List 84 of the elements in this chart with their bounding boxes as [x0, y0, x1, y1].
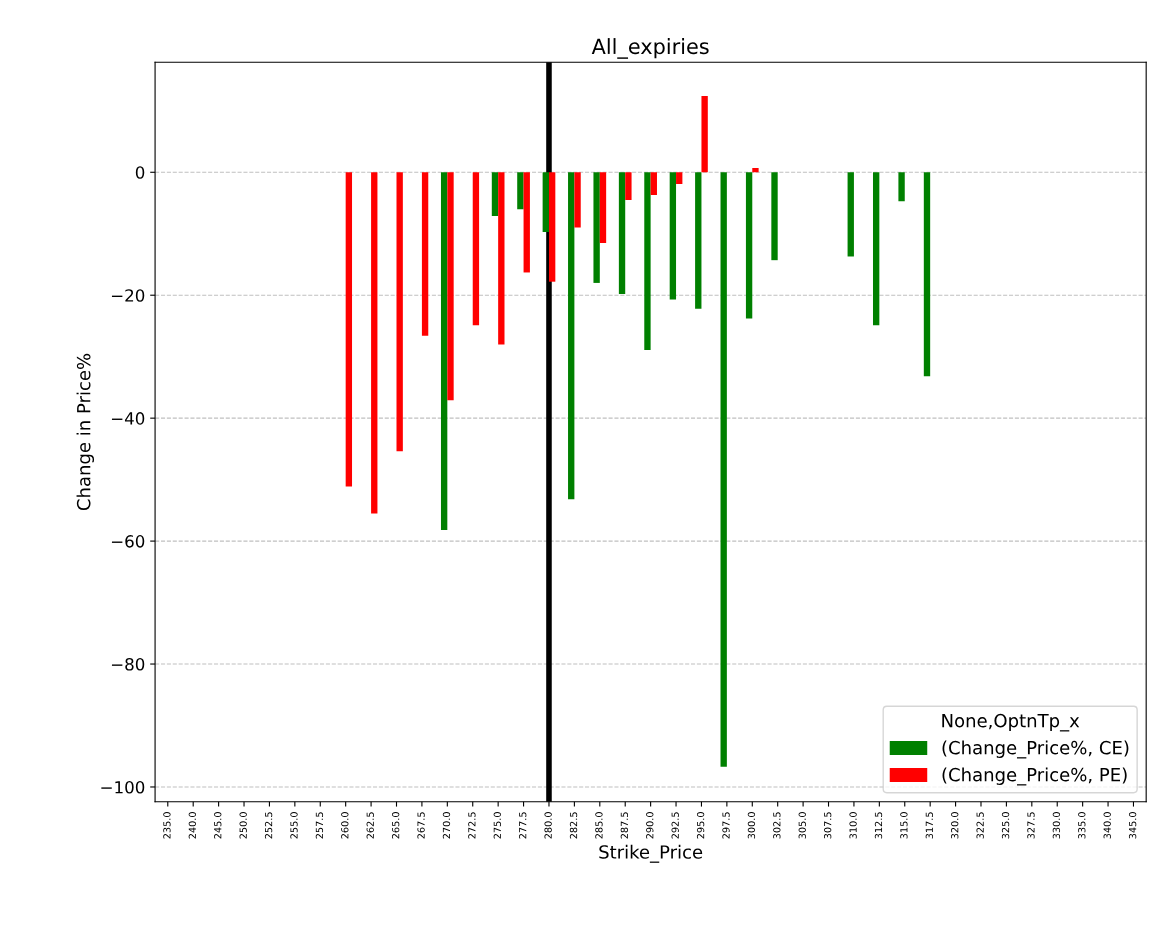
bar — [517, 172, 524, 210]
x-tick-label: 335.0 — [1078, 812, 1086, 839]
bar — [396, 172, 403, 452]
x-tick-label: 295.0 — [696, 812, 705, 839]
x-tick-label: 277.5 — [519, 812, 527, 839]
x-tick-label: 340.0 — [1103, 812, 1111, 839]
bar — [491, 172, 499, 216]
x-tick-label: 310.0 — [849, 812, 857, 839]
bar — [701, 96, 708, 173]
bar — [669, 172, 677, 300]
bar — [898, 172, 905, 202]
x-tick-label: 270.0 — [442, 812, 451, 839]
y-tick-label: −40 — [111, 412, 145, 425]
bar — [345, 172, 353, 487]
x-tick-label: 235.0 — [163, 812, 171, 839]
bar — [421, 172, 429, 336]
x-tick-label: 300.0 — [747, 812, 756, 839]
x-tick-label: 272.5 — [468, 812, 476, 839]
y-tick-label: −80 — [111, 658, 145, 671]
bar — [771, 172, 778, 261]
x-tick-label: 327.5 — [1027, 812, 1035, 839]
bar — [371, 172, 378, 514]
x-tick-label: 312.5 — [874, 812, 883, 839]
y-tick-label: −100 — [101, 780, 145, 794]
x-tick-label: 255.0 — [290, 812, 298, 839]
x-tick-label: 285.0 — [595, 812, 603, 839]
bar — [752, 167, 759, 173]
x-tick-label: 307.5 — [823, 812, 832, 839]
x-tick-label: 290.0 — [646, 812, 654, 839]
x-tick-label: 250.0 — [239, 812, 247, 839]
y-tick-label: −20 — [111, 289, 145, 302]
legend-title: None,OptnTp_x — [942, 713, 1080, 732]
bar — [599, 172, 607, 243]
bar — [472, 172, 480, 326]
bar — [745, 172, 753, 319]
bar — [542, 172, 549, 232]
x-tick-label: 257.5 — [315, 812, 324, 839]
x-tick-label: 315.0 — [900, 812, 908, 839]
y-tick-label: −60 — [111, 535, 145, 548]
legend-label: (Change_Price%, CE) — [942, 740, 1129, 759]
bar — [872, 172, 880, 326]
bar — [447, 172, 454, 401]
x-tick-label: 267.5 — [417, 812, 425, 839]
bar — [498, 172, 505, 345]
x-tick-label: 305.0 — [798, 812, 806, 839]
x-tick-label: 265.0 — [391, 812, 400, 839]
x-tick-label: 320.0 — [951, 812, 959, 839]
x-tick-label: 345.0 — [1128, 812, 1137, 839]
bar — [847, 172, 854, 257]
x-tick-label: 275.0 — [493, 812, 501, 839]
x-tick-label: 240.0 — [188, 812, 197, 839]
bar — [440, 172, 448, 531]
x-tick-label: 260.0 — [341, 812, 349, 839]
x-tick-label: 252.5 — [264, 812, 273, 839]
bar — [650, 172, 657, 196]
x-tick-label: 262.5 — [366, 812, 374, 839]
x-tick-label: 245.0 — [214, 812, 222, 839]
x-tick-label: 292.5 — [671, 812, 679, 839]
x-tick-label: 280.0 — [544, 812, 552, 839]
bar — [548, 172, 556, 282]
bar — [625, 172, 632, 200]
y-axis-title: Change in Price% — [76, 353, 95, 511]
x-tick-label: 302.5 — [773, 812, 781, 839]
x-tick-label: 322.5 — [976, 812, 984, 839]
x-tick-label: 297.5 — [722, 812, 730, 839]
x-tick-label: 325.0 — [1001, 812, 1010, 839]
bar — [574, 172, 581, 228]
bar — [568, 172, 575, 500]
bar — [923, 172, 931, 377]
legend-label: (Change_Price%, PE) — [942, 767, 1127, 786]
bar — [644, 172, 651, 350]
chart-title: All_expiries — [591, 38, 709, 59]
x-tick-label: 330.0 — [1052, 812, 1061, 839]
x-tick-label: 287.5 — [620, 812, 629, 839]
x-tick-label: 317.5 — [925, 812, 933, 839]
bar — [676, 172, 683, 184]
bar — [695, 172, 702, 309]
bar — [523, 172, 530, 273]
bar — [618, 172, 626, 294]
x-tick-label: 282.5 — [569, 812, 578, 839]
bar — [593, 172, 600, 283]
x-axis-title: Strike_Price — [599, 844, 703, 863]
bar — [720, 172, 727, 767]
y-tick-label: 0 — [135, 166, 145, 179]
